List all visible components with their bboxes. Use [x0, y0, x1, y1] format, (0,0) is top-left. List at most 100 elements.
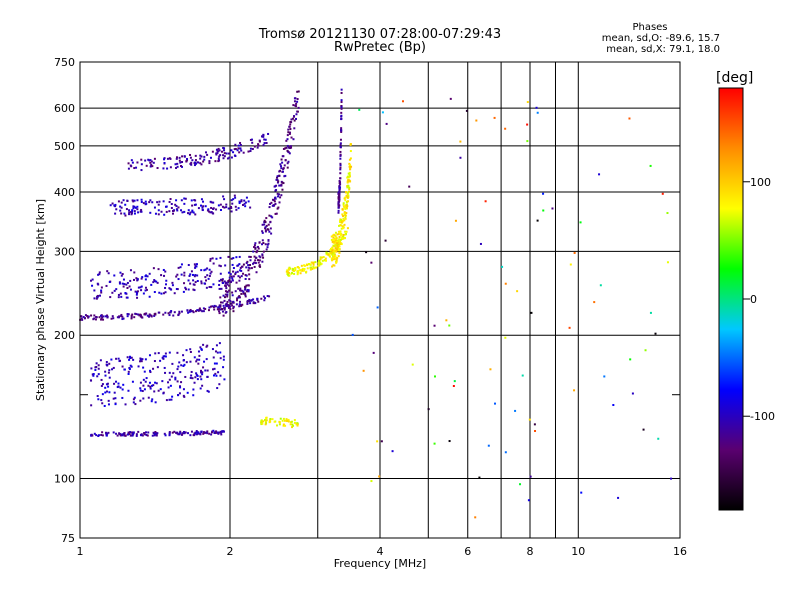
trace-point — [254, 301, 257, 304]
trace-point — [140, 158, 143, 161]
trace-point — [164, 283, 167, 286]
trace-point — [294, 97, 297, 100]
trace-point — [160, 274, 163, 277]
trace-point — [223, 306, 226, 309]
trace-point — [95, 315, 98, 318]
trace-point — [121, 315, 124, 318]
trace-point — [296, 266, 299, 269]
trace-point — [274, 189, 277, 192]
trace-point — [93, 314, 96, 317]
trace-point — [256, 146, 259, 149]
trace-point — [231, 294, 234, 297]
trace-point — [176, 368, 179, 371]
trace-point — [131, 434, 134, 437]
trace-point — [198, 354, 201, 357]
noise-point — [365, 251, 368, 254]
trace-point — [166, 157, 169, 160]
trace-point — [173, 430, 176, 433]
trace-point — [337, 255, 340, 258]
trace-point — [345, 206, 348, 209]
trace-point — [117, 382, 120, 385]
trace-point — [238, 151, 241, 154]
trace-point — [135, 293, 138, 296]
trace-point — [218, 431, 221, 434]
trace-point — [232, 305, 235, 308]
trace-point — [264, 226, 267, 229]
trace-point — [145, 288, 148, 291]
trace-point — [173, 292, 176, 295]
trace-point — [149, 371, 152, 374]
trace-point — [155, 280, 158, 283]
trace-point — [337, 196, 340, 199]
trace-point — [107, 272, 110, 275]
noise-point — [551, 207, 554, 210]
trace-point — [224, 303, 227, 306]
trace-point — [195, 310, 198, 313]
trace-point — [228, 305, 231, 308]
trace-point — [292, 424, 295, 427]
trace-point — [249, 255, 252, 258]
trace-point — [132, 200, 135, 203]
trace-point — [104, 386, 107, 389]
trace-point — [170, 202, 173, 205]
trace-point — [148, 201, 151, 204]
trace-point — [144, 200, 147, 203]
trace-point — [188, 213, 191, 216]
trace-point — [253, 255, 256, 258]
trace-point — [189, 434, 192, 437]
trace-point — [121, 318, 124, 321]
trace-point — [86, 315, 89, 318]
trace-point — [248, 255, 251, 258]
trace-point — [203, 282, 206, 285]
trace-point — [148, 315, 151, 318]
trace-point — [330, 235, 333, 238]
trace-point — [232, 310, 235, 313]
trace-point — [179, 430, 182, 433]
trace-point — [320, 262, 323, 265]
trace-point — [286, 272, 289, 275]
trace-point — [119, 359, 122, 362]
trace-point — [218, 305, 221, 308]
trace-point — [261, 231, 264, 234]
trace-point — [163, 213, 166, 216]
noise-point — [612, 404, 615, 407]
trace-point — [248, 278, 251, 281]
trace-point — [194, 432, 197, 435]
trace-point — [95, 297, 98, 300]
trace-point — [139, 387, 142, 390]
trace-point — [163, 274, 166, 277]
trace-point — [182, 430, 185, 433]
trace-point — [232, 275, 235, 278]
noise-point — [449, 97, 452, 100]
trace-point — [301, 267, 304, 270]
trace-point — [340, 105, 343, 108]
trace-point — [238, 303, 241, 306]
trace-point — [240, 199, 243, 202]
trace-point — [176, 165, 179, 168]
trace-point — [129, 357, 132, 360]
trace-point — [267, 132, 270, 135]
trace-point — [278, 421, 281, 424]
trace-point — [317, 264, 320, 267]
trace-point — [174, 378, 177, 381]
trace-point — [314, 266, 317, 269]
trace-point — [114, 203, 117, 206]
trace-point — [168, 431, 171, 434]
noise-point — [519, 483, 522, 486]
trace-point — [206, 274, 209, 277]
trace-point — [292, 115, 295, 118]
noise-point — [433, 324, 436, 327]
trace-point — [205, 431, 208, 434]
trace-point — [127, 313, 130, 316]
trace-point — [239, 147, 242, 150]
trace-point — [267, 239, 270, 242]
noise-point — [573, 389, 576, 392]
trace-point — [327, 252, 330, 255]
trace-point — [250, 299, 253, 302]
trace-point — [122, 278, 125, 281]
trace-point — [209, 259, 212, 262]
trace-point — [339, 186, 342, 189]
trace-point — [230, 302, 233, 305]
trace-point — [262, 133, 265, 136]
trace-point — [218, 307, 221, 310]
